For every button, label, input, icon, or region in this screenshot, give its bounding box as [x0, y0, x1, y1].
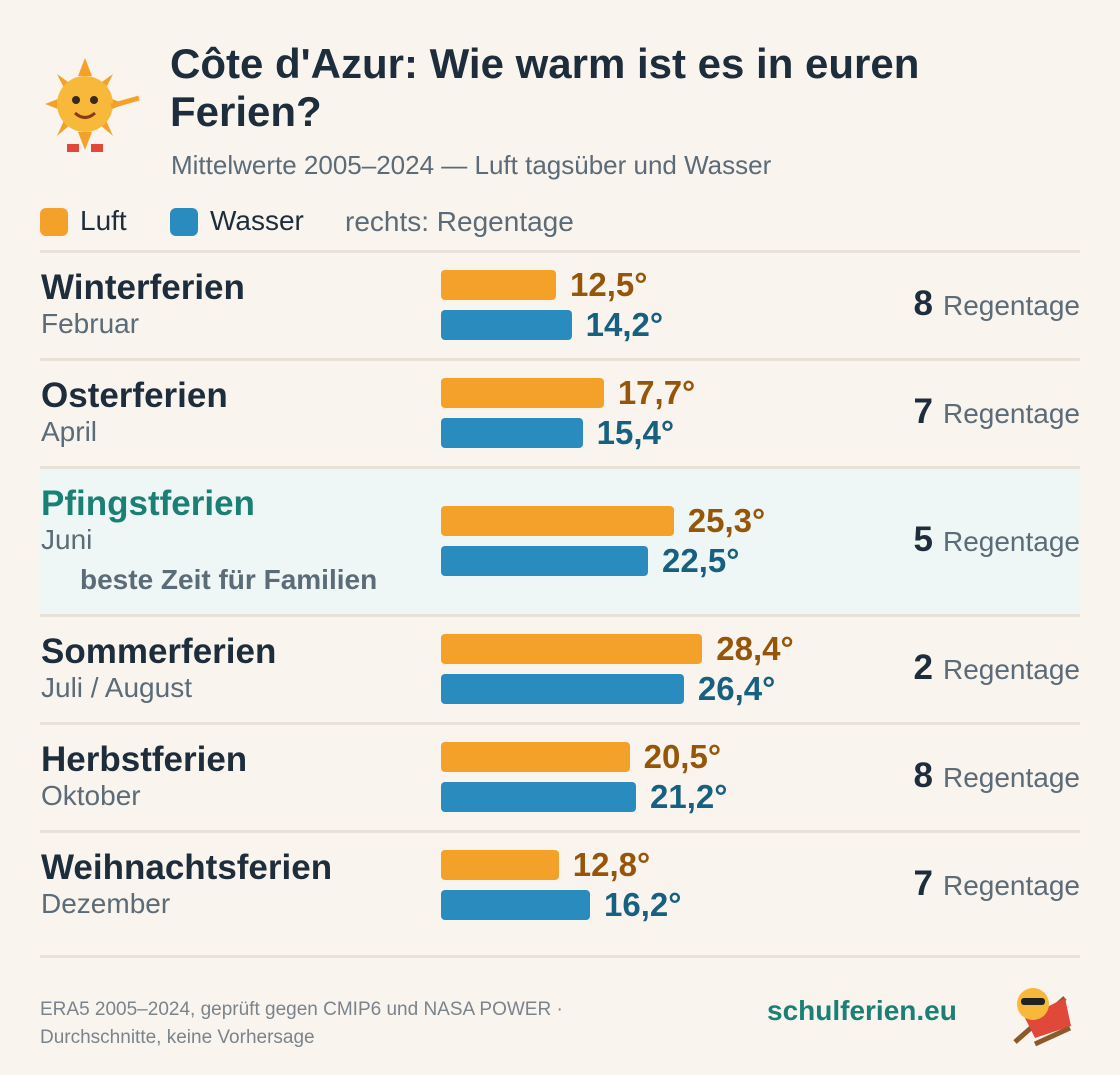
- bar: [441, 634, 703, 664]
- value-label: 15,4°: [596, 414, 675, 451]
- separator: [40, 466, 1080, 469]
- value-label: 17,7°: [617, 374, 696, 411]
- row-subtitle: Oktober: [41, 780, 141, 811]
- row-title: Winterferien: [41, 268, 245, 307]
- bar: [441, 782, 637, 812]
- row-subtitle: April: [41, 416, 98, 447]
- rain-days: 7: [913, 392, 933, 431]
- value-label: 16,2°: [604, 886, 682, 923]
- rain-unit: Regentage: [942, 762, 1080, 793]
- bar: [441, 506, 674, 536]
- source-line: Durchschnitte, keine Vorhersage: [40, 1027, 315, 1048]
- bar: [441, 674, 684, 704]
- rain: 2 Regentage: [914, 646, 1080, 692]
- title: Côte d'Azur: Wie warm ist es in euren Fe…: [170, 40, 920, 135]
- rain: 5 Regentage: [914, 518, 1080, 564]
- bar: [441, 742, 630, 772]
- legend-note: rechts: Regentage: [345, 206, 574, 237]
- highlight-row: [40, 469, 1080, 614]
- value-label: 14,2°: [585, 306, 664, 343]
- row-subtitle: Juni: [41, 524, 93, 555]
- rain-unit: Regentage: [942, 526, 1080, 557]
- value-label: 12,8°: [572, 846, 651, 883]
- bar: [441, 890, 591, 920]
- separator: [40, 614, 1080, 617]
- rain: 8 Regentage: [914, 754, 1080, 800]
- separator: [40, 250, 1080, 253]
- rain: 8 Regentage: [914, 282, 1080, 328]
- rain-days: 8: [913, 284, 933, 323]
- value-label: 20,5°: [643, 738, 722, 775]
- rain-days: 8: [913, 756, 933, 795]
- source: ERA5 2005–2024, geprüft gegen CMIP6 und …: [40, 996, 563, 1052]
- bar: [441, 546, 648, 576]
- legend-swatch: [170, 208, 198, 236]
- value-label: 25,3°: [687, 502, 766, 539]
- value-label: 21,2°: [650, 778, 728, 815]
- row-subtitle: Juli / August: [41, 672, 192, 703]
- rain-unit: Regentage: [942, 290, 1080, 321]
- row-title: Weihnachtsferien: [41, 848, 333, 887]
- row-title: Osterferien: [41, 376, 228, 415]
- row-subtitle: Dezember: [41, 888, 171, 919]
- legend-label: Wasser: [210, 205, 304, 236]
- legend-swatch: [40, 208, 68, 236]
- source-line: ERA5 2005–2024, geprüft gegen CMIP6 und …: [40, 999, 563, 1020]
- rain-unit: Regentage: [942, 870, 1080, 901]
- bar: [441, 378, 604, 408]
- brand: schulferien.eu: [767, 995, 957, 1026]
- brand-mascot: [1013, 988, 1072, 1047]
- value-label: 26,4°: [697, 670, 776, 707]
- bar: [441, 270, 556, 300]
- row-title: Herbstferien: [41, 740, 248, 779]
- bar: [441, 418, 583, 448]
- rain: 7 Regentage: [914, 390, 1080, 436]
- value-label: 22,5°: [662, 542, 740, 579]
- legend-label: Luft: [80, 205, 127, 236]
- rain-days: 7: [913, 864, 933, 903]
- sun-mascot: [45, 58, 140, 152]
- row-subtitle: Februar: [41, 308, 140, 339]
- rain-days: 2: [913, 648, 933, 687]
- rain: 7 Regentage: [914, 862, 1080, 908]
- separator: [40, 722, 1080, 725]
- separator: [40, 830, 1080, 833]
- highlight-note: beste Zeit für Familien: [80, 564, 378, 595]
- row-title: Sommerferien: [41, 632, 277, 671]
- bar: [441, 850, 559, 880]
- rain-unit: Regentage: [942, 654, 1080, 685]
- subtitle: Mittelwerte 2005–2024 — Luft tagsüber un…: [171, 150, 772, 180]
- separator: [40, 955, 1080, 958]
- bar: [441, 310, 572, 340]
- separator: [40, 358, 1080, 361]
- value-label: 28,4°: [716, 630, 794, 667]
- rain-unit: Regentage: [942, 398, 1080, 429]
- rain-days: 5: [913, 520, 933, 559]
- value-label: 12,5°: [570, 266, 648, 303]
- row-title: Pfingstferien: [41, 484, 255, 523]
